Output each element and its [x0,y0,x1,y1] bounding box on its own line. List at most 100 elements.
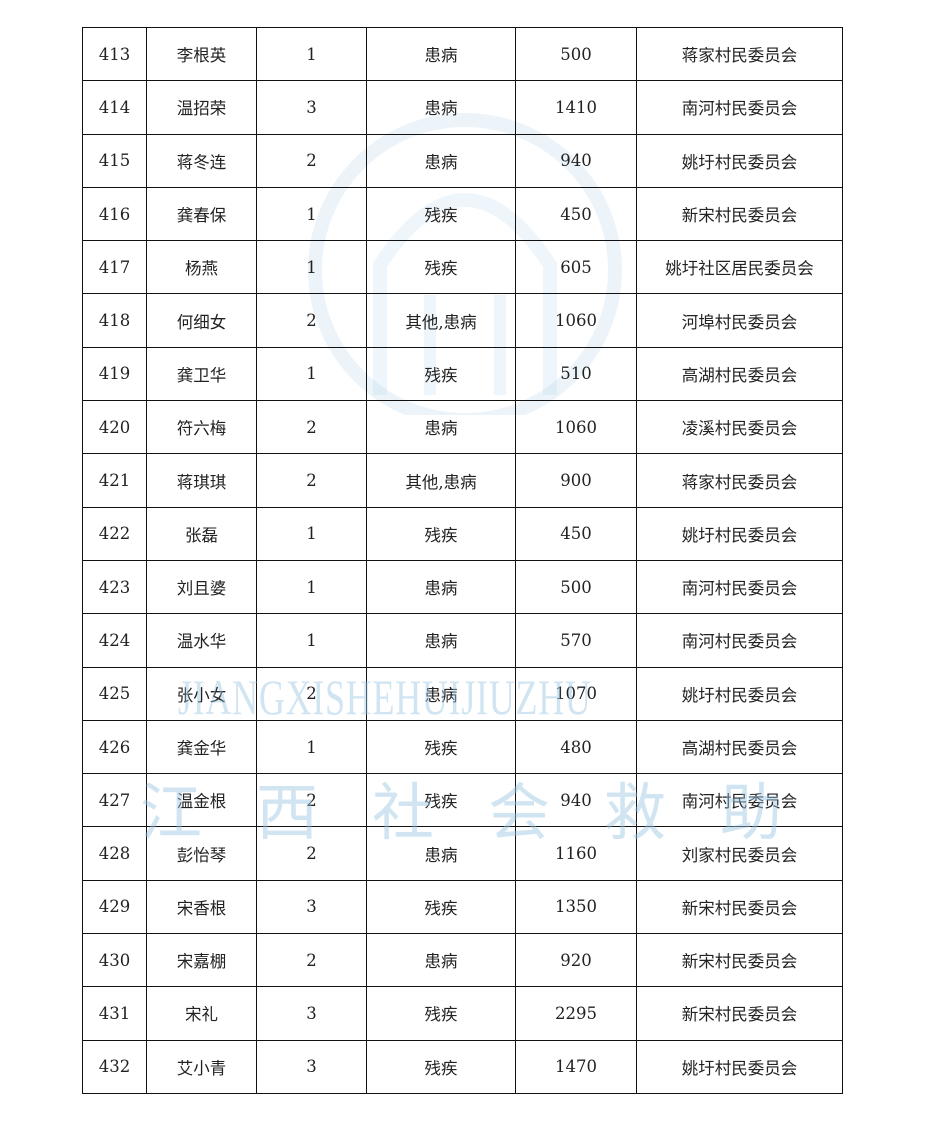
cell-reason: 残疾 [366,719,516,775]
table-row: 426 龚金华 1 残疾 480 高湖村民委员会 [82,719,843,775]
cell-committee: 新宋村民委员会 [636,186,843,242]
cell-row-number: 426 [82,719,147,775]
cell-committee: 高湖村民委员会 [636,346,843,402]
cell-committee: 新宋村民委员会 [636,879,843,935]
cell-row-number: 432 [82,1039,147,1094]
cell-name: 温招荣 [146,80,257,135]
cell-amount: 1060 [515,293,637,348]
cell-household-size: 2 [256,773,367,828]
cell-name: 龚金华 [146,719,257,775]
table-row: 414 温招荣 3 患病 1410 南河村民委员会 [82,80,843,135]
cell-committee: 姚圩社区居民委员会 [636,240,843,295]
table-row: 422 张磊 1 残疾 450 姚圩村民委员会 [82,506,843,561]
cell-amount: 1160 [515,826,637,881]
cell-name: 张磊 [146,506,257,561]
cell-amount: 450 [515,506,637,561]
table-row: 415 蒋冬连 2 患病 940 姚圩村民委员会 [82,133,843,188]
cell-name: 蒋冬连 [146,133,257,188]
cell-reason: 患病 [366,613,516,668]
cell-household-size: 1 [256,240,367,295]
cell-row-number: 415 [82,133,147,188]
cell-household-size: 1 [256,613,367,668]
cell-reason: 患病 [366,933,516,988]
cell-household-size: 3 [256,1039,367,1094]
cell-name: 彭怡琴 [146,826,257,881]
cell-reason: 残疾 [366,773,516,828]
cell-committee: 河埠村民委员会 [636,293,843,348]
cell-household-size: 2 [256,453,367,508]
cell-household-size: 2 [256,826,367,881]
cell-name: 符六梅 [146,400,257,455]
cell-reason: 患病 [366,26,516,82]
cell-reason: 其他,患病 [366,453,516,508]
table-row: 417 杨燕 1 残疾 605 姚圩社区居民委员会 [82,240,843,295]
table-row: 429 宋香根 3 残疾 1350 新宋村民委员会 [82,879,843,935]
table-row: 423 刘且婆 1 患病 500 南河村民委员会 [82,559,843,615]
table-row: 413 李根英 1 患病 500 蒋家村民委员会 [82,26,843,82]
cell-name: 刘且婆 [146,559,257,615]
cell-household-size: 2 [256,293,367,348]
cell-amount: 500 [515,26,637,82]
cell-reason: 残疾 [366,879,516,935]
table-row: 427 温金根 2 残疾 940 南河村民委员会 [82,773,843,828]
cell-name: 蒋琪琪 [146,453,257,508]
table-row: 419 龚卫华 1 残疾 510 高湖村民委员会 [82,346,843,402]
cell-amount: 450 [515,186,637,242]
cell-reason: 患病 [366,559,516,615]
cell-amount: 500 [515,559,637,615]
cell-amount: 570 [515,613,637,668]
cell-committee: 姚圩村民委员会 [636,666,843,721]
cell-committee: 姚圩村民委员会 [636,1039,843,1094]
cell-row-number: 425 [82,666,147,721]
cell-name: 杨燕 [146,240,257,295]
cell-committee: 南河村民委员会 [636,613,843,668]
cell-committee: 姚圩村民委员会 [636,133,843,188]
cell-reason: 患病 [366,666,516,721]
cell-household-size: 2 [256,933,367,988]
cell-committee: 新宋村民委员会 [636,933,843,988]
table-row: 421 蒋琪琪 2 其他,患病 900 蒋家村民委员会 [82,453,843,508]
cell-reason: 患病 [366,133,516,188]
cell-reason: 患病 [366,400,516,455]
cell-household-size: 1 [256,186,367,242]
cell-reason: 患病 [366,826,516,881]
cell-committee: 南河村民委员会 [636,80,843,135]
cell-household-size: 2 [256,400,367,455]
cell-household-size: 3 [256,80,367,135]
cell-reason: 残疾 [366,986,516,1041]
cell-row-number: 414 [82,80,147,135]
table-row: 431 宋礼 3 残疾 2295 新宋村民委员会 [82,986,843,1041]
cell-name: 龚春保 [146,186,257,242]
cell-household-size: 3 [256,986,367,1041]
table-row: 420 符六梅 2 患病 1060 凌溪村民委员会 [82,400,843,455]
cell-name: 宋礼 [146,986,257,1041]
cell-row-number: 418 [82,293,147,348]
cell-household-size: 1 [256,719,367,775]
cell-row-number: 423 [82,559,147,615]
table-row: 416 龚春保 1 残疾 450 新宋村民委员会 [82,186,843,242]
cell-reason: 残疾 [366,1039,516,1094]
cell-household-size: 2 [256,133,367,188]
cell-row-number: 427 [82,773,147,828]
cell-reason: 残疾 [366,346,516,402]
cell-committee: 凌溪村民委员会 [636,400,843,455]
cell-household-size: 1 [256,506,367,561]
cell-row-number: 421 [82,453,147,508]
cell-household-size: 1 [256,559,367,615]
cell-row-number: 424 [82,613,147,668]
cell-committee: 姚圩村民委员会 [636,506,843,561]
table-row: 425 张小女 2 患病 1070 姚圩村民委员会 [82,666,843,721]
cell-household-size: 1 [256,346,367,402]
table-row: 428 彭怡琴 2 患病 1160 刘家村民委员会 [82,826,843,881]
cell-committee: 刘家村民委员会 [636,826,843,881]
cell-committee: 蒋家村民委员会 [636,26,843,82]
cell-row-number: 429 [82,879,147,935]
cell-committee: 新宋村民委员会 [636,986,843,1041]
table-row: 424 温水华 1 患病 570 南河村民委员会 [82,613,843,668]
cell-amount: 1350 [515,879,637,935]
cell-row-number: 420 [82,400,147,455]
cell-name: 张小女 [146,666,257,721]
table-row: 432 艾小青 3 残疾 1470 姚圩村民委员会 [82,1039,843,1094]
cell-amount: 605 [515,240,637,295]
cell-row-number: 417 [82,240,147,295]
